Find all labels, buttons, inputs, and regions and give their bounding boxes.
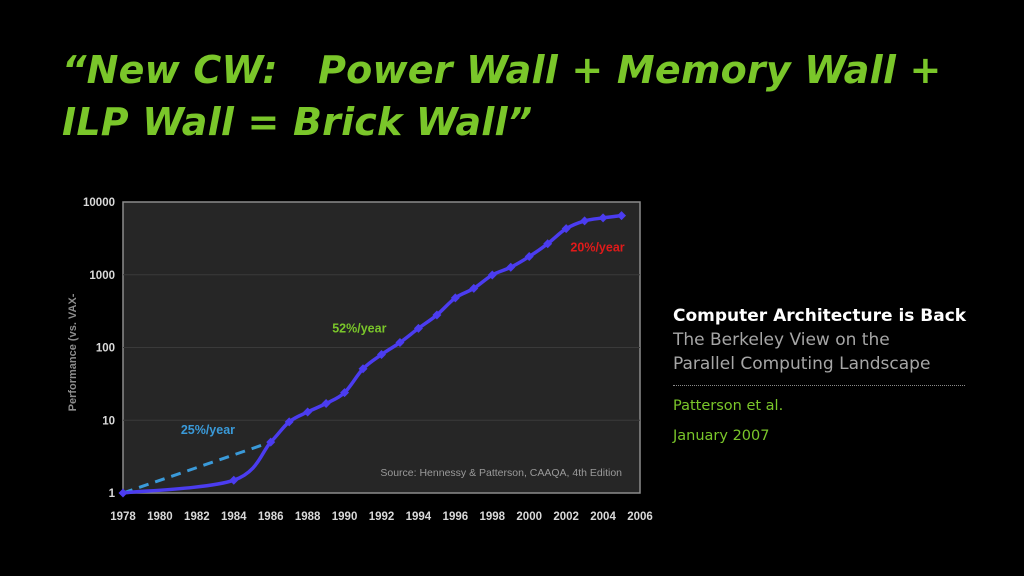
data-point-marker bbox=[413, 323, 423, 333]
x-tick-label: 2006 bbox=[627, 511, 653, 523]
slide-title-line-1: “New CW: Power Wall + Memory Wall + bbox=[62, 48, 942, 92]
data-point-marker bbox=[321, 398, 331, 408]
x-tick-label: 1996 bbox=[443, 511, 469, 523]
data-point-marker bbox=[580, 216, 590, 226]
data-point-marker bbox=[469, 283, 479, 293]
data-point-marker bbox=[303, 407, 313, 417]
x-tick-label: 2000 bbox=[516, 511, 542, 523]
x-tick-label: 1992 bbox=[369, 511, 395, 523]
x-axis-ticks: 1978 1980 1982 1984 1986 1988 1990 1992 1994 1996… bbox=[110, 511, 653, 523]
x-tick-label: 1990 bbox=[332, 511, 358, 523]
grid-lines bbox=[123, 274, 640, 421]
slide-title: “New CW: Power Wall + Memory Wall + ILP … bbox=[62, 44, 942, 148]
data-point-marker bbox=[524, 252, 534, 262]
trend-line-25pct bbox=[122, 440, 272, 495]
data-point-marker bbox=[229, 475, 239, 485]
data-point-marker bbox=[358, 364, 368, 374]
x-tick-label: 1988 bbox=[295, 511, 321, 523]
data-point-marker bbox=[561, 224, 571, 234]
side-subtitle-line-2: Parallel Computing Landscape bbox=[673, 354, 931, 374]
side-divider bbox=[673, 385, 965, 386]
data-point-marker bbox=[266, 437, 276, 447]
x-tick-label: 1984 bbox=[221, 511, 247, 523]
citation-author: Patterson et al. bbox=[673, 398, 784, 414]
data-point-marker bbox=[118, 488, 128, 498]
y-tick-label: 10 bbox=[102, 415, 115, 427]
data-point-marker bbox=[487, 270, 497, 280]
data-point-marker bbox=[598, 213, 608, 223]
y-axis-label: Performance (vs. VAX- bbox=[67, 293, 79, 411]
y-axis-ticks: 1 10 100 1000 10000 bbox=[83, 197, 116, 500]
x-tick-label: 1998 bbox=[479, 511, 505, 523]
x-tick-label: 2002 bbox=[553, 511, 579, 523]
data-point-marker bbox=[543, 239, 553, 249]
side-panel: Computer Architecture is Back The Berkel… bbox=[673, 304, 967, 446]
growth-rate-label: 25%/year bbox=[181, 423, 235, 437]
x-tick-label: 1986 bbox=[258, 511, 284, 523]
side-heading: Computer Architecture is Back bbox=[673, 306, 967, 326]
chart-source-note: Source: Hennessy & Patterson, CAAQA, 4th… bbox=[380, 467, 622, 479]
data-point-marker bbox=[506, 262, 516, 272]
x-tick-label: 2004 bbox=[590, 511, 616, 523]
performance-series-line bbox=[122, 213, 622, 495]
data-point-marker bbox=[395, 338, 405, 348]
y-tick-label: 1000 bbox=[89, 270, 115, 282]
side-subtitle-line-1: The Berkeley View on the bbox=[673, 330, 890, 350]
x-tick-label: 1980 bbox=[147, 511, 173, 523]
y-tick-label: 100 bbox=[96, 343, 115, 355]
growth-rate-label: 20%/year bbox=[570, 240, 624, 254]
series-markers bbox=[118, 211, 627, 498]
data-point-marker bbox=[377, 350, 386, 360]
growth-annotations: 25%/year 52%/year 20%/year bbox=[181, 240, 625, 437]
data-point-marker bbox=[284, 417, 294, 427]
x-tick-label: 1994 bbox=[406, 511, 432, 523]
data-point-marker bbox=[340, 388, 350, 398]
data-point-marker bbox=[617, 211, 627, 221]
growth-rate-label: 52%/year bbox=[332, 322, 386, 336]
x-tick-label: 1982 bbox=[184, 511, 210, 523]
data-point-marker bbox=[450, 293, 460, 303]
data-point-marker bbox=[432, 310, 442, 320]
y-tick-label: 1 bbox=[109, 488, 116, 500]
slide-title-line-2: ILP Wall = Brick Wall” bbox=[62, 100, 533, 144]
y-tick-label: 10000 bbox=[83, 197, 115, 209]
citation-date: January 2007 bbox=[673, 428, 770, 444]
x-tick-label: 1978 bbox=[110, 511, 136, 523]
